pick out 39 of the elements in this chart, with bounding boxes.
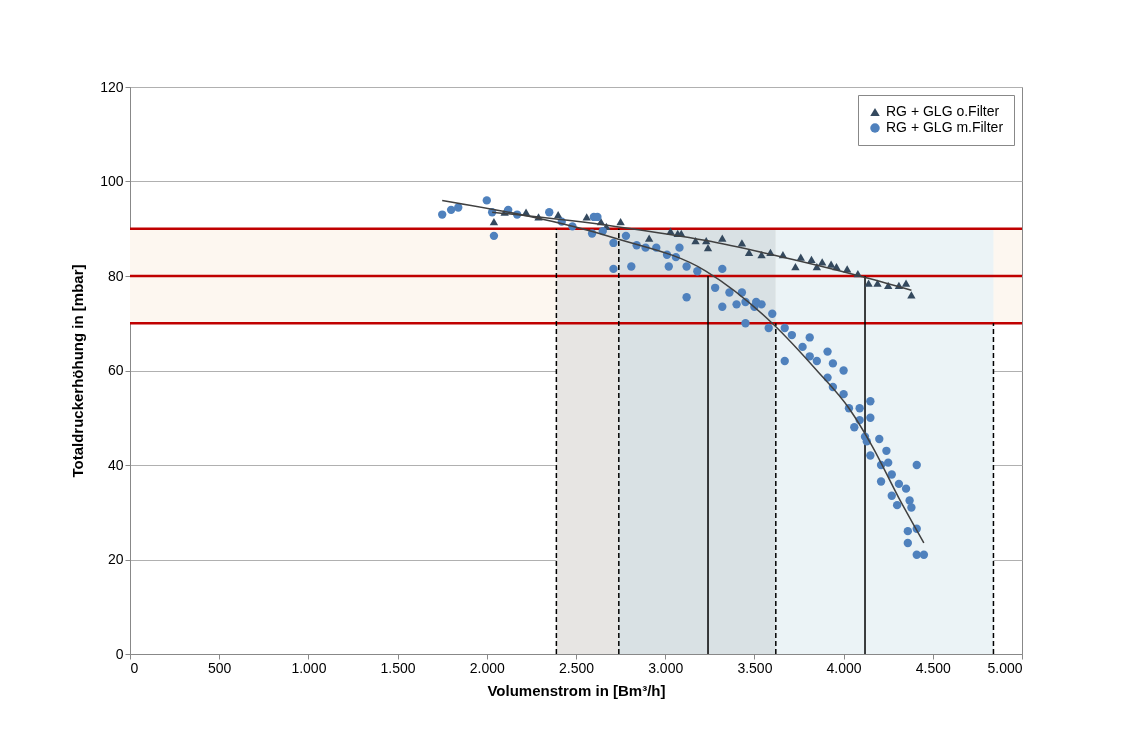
y-axis-title: Totaldruckerhöhung in [mbar]: [69, 264, 87, 478]
x-tick-label: 4.500: [915, 659, 952, 676]
x-tick-label: 2.500: [558, 659, 595, 676]
point: [616, 218, 625, 226]
point: [691, 236, 700, 245]
point: [489, 218, 499, 226]
x-tick-label: 2.000: [469, 659, 506, 676]
x-tick-label: 4.000: [826, 659, 862, 676]
legend-label: RG + GLG o.Filter: [886, 103, 1000, 119]
y-tick-label: 120: [100, 78, 124, 95]
y-tick-label: 20: [107, 551, 124, 567]
point: [553, 210, 563, 219]
x-tick-label: 3.500: [737, 659, 773, 676]
point: [718, 234, 727, 242]
y-tick-label: 80: [107, 267, 124, 284]
x-tick-label: 1.500: [380, 659, 416, 676]
point: [807, 255, 816, 264]
x-tick-label: 500: [208, 659, 232, 676]
x-tick-label: 5.000: [987, 659, 1023, 676]
point: [864, 279, 873, 287]
y-tick-label: 40: [107, 456, 124, 473]
point: [826, 260, 836, 268]
y-tick-label: 60: [107, 362, 124, 378]
x-axis-title: Volumenstrom in [Bm³/h]: [487, 681, 666, 699]
point: [873, 279, 882, 287]
point: [582, 213, 591, 221]
y-tick-label: 100: [100, 173, 124, 189]
point: [644, 234, 654, 242]
point: [791, 262, 800, 271]
x-tick-label: 1.000: [291, 659, 327, 676]
x-tick-label: 3.000: [648, 659, 684, 676]
point: [901, 279, 911, 287]
y-tick-label: 0: [115, 645, 124, 662]
point: [818, 258, 827, 266]
legend-label: RG + GLG m.Filter: [886, 119, 1004, 135]
x-tick-label: 0: [130, 659, 139, 676]
point: [907, 291, 916, 299]
point: [737, 239, 747, 247]
point: [703, 244, 713, 252]
